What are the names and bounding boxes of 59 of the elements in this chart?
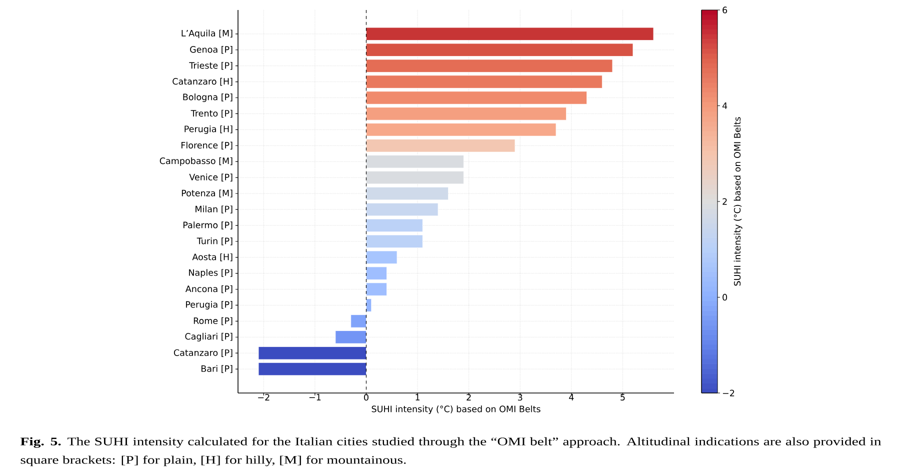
bar	[366, 298, 372, 312]
x-axis-title: SUHI intensity (°C) based on OMI Belts	[372, 405, 540, 414]
x-tick-label: 5	[620, 394, 625, 401]
bar	[258, 346, 366, 360]
y-tick-label: Aosta [H]	[192, 253, 232, 262]
bar	[366, 59, 613, 72]
y-tick-label: Bari [P]	[202, 365, 232, 373]
x-tick-label: −1	[309, 394, 321, 400]
y-tick-label: Bologna [P]	[183, 94, 232, 102]
y-tick-label: Cagliari [P]	[185, 332, 232, 342]
bar	[366, 75, 602, 88]
bar	[350, 314, 366, 328]
y-tick-label: Florence [P]	[182, 142, 232, 150]
bar	[366, 155, 464, 168]
bar	[366, 234, 423, 248]
y-tick-label: Perugia [H]	[184, 125, 232, 134]
bar	[366, 266, 387, 280]
bar	[366, 123, 556, 136]
y-tick-label: L’Aquila [M]	[182, 30, 232, 38]
y-tick-label: Milan [P]	[196, 206, 232, 214]
y-tick-label: Catanzaro [H]	[172, 78, 232, 86]
bar	[335, 330, 366, 344]
x-tick-label: 1	[416, 394, 420, 400]
y-tick-label: Palermo [P]	[183, 222, 232, 230]
bar	[258, 362, 366, 376]
color-bar-label: 2	[722, 198, 727, 205]
y-tick-label: Rome [P]	[194, 317, 232, 326]
bar	[366, 218, 423, 232]
color-bar-label: 0	[722, 294, 728, 301]
text: Fig. 5. The SUHI intensity calculated for the Italian cities studied through the “OMI belt” approach. Altitudinal indications are also provided in square brackets: [P] for plain, [H] for hilly, [M] for mountainous.	[20, 437, 882, 466]
color-bar-title: SUHI intensity (°C) based on OMI Belts	[734, 117, 742, 286]
x-tick-label: 2	[466, 394, 471, 401]
x-tick-label: −2	[258, 394, 270, 401]
bar	[366, 43, 634, 56]
bar	[366, 170, 464, 184]
y-tick-label: Ancona [P]	[185, 285, 232, 294]
bar	[366, 202, 438, 216]
bar	[366, 186, 449, 200]
y-tick-label: Perugia [P]	[186, 300, 232, 310]
color-bar-label: 4	[722, 102, 728, 109]
y-tick-label: Trieste [P]	[189, 62, 232, 70]
y-tick-label: Venice [P]	[189, 174, 232, 182]
bar	[366, 27, 654, 41]
bar	[366, 107, 566, 120]
bar	[366, 282, 387, 296]
bar	[366, 91, 588, 104]
color-bar-label: 6	[722, 6, 728, 14]
y-tick-label: Turin [P]	[196, 237, 232, 246]
y-tick-label: Campobasso [M]	[160, 157, 232, 166]
x-tick-label: 3	[518, 394, 522, 401]
y-tick-label: Genoa [P]	[190, 46, 232, 54]
y-tick-label: Catanzaro [P]	[174, 349, 232, 357]
y-tick-label: Trento [P]	[190, 110, 232, 118]
bar	[366, 139, 516, 152]
x-tick-label: 4	[569, 394, 574, 400]
y-tick-label: Potenza [M]	[182, 190, 232, 198]
x-tick-label: 0	[364, 394, 368, 401]
y-tick-label: Naples [P]	[189, 269, 232, 278]
bar	[366, 250, 398, 264]
